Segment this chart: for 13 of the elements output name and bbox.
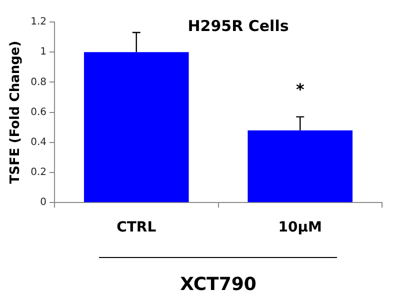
x-axis-title: XCT790 [180, 274, 256, 295]
y-axis-title: TSFE (Fold Change) [8, 40, 24, 184]
annotation: * [296, 80, 305, 99]
y-tick-label: 0.4 [30, 136, 47, 148]
x-tick-label: CTRL [116, 220, 156, 236]
y-tick-label: 0.8 [30, 76, 47, 88]
y-tick-label: 0 [40, 197, 47, 208]
y-tick-label: 0.2 [30, 167, 47, 178]
y-tick-label: 0.6 [30, 106, 47, 118]
y-tick-label: 1 [40, 46, 47, 58]
chart-title: H295R Cells [188, 16, 289, 35]
x-tick-label: 10μM [278, 220, 322, 236]
y-tick-label: 1.2 [30, 16, 47, 28]
